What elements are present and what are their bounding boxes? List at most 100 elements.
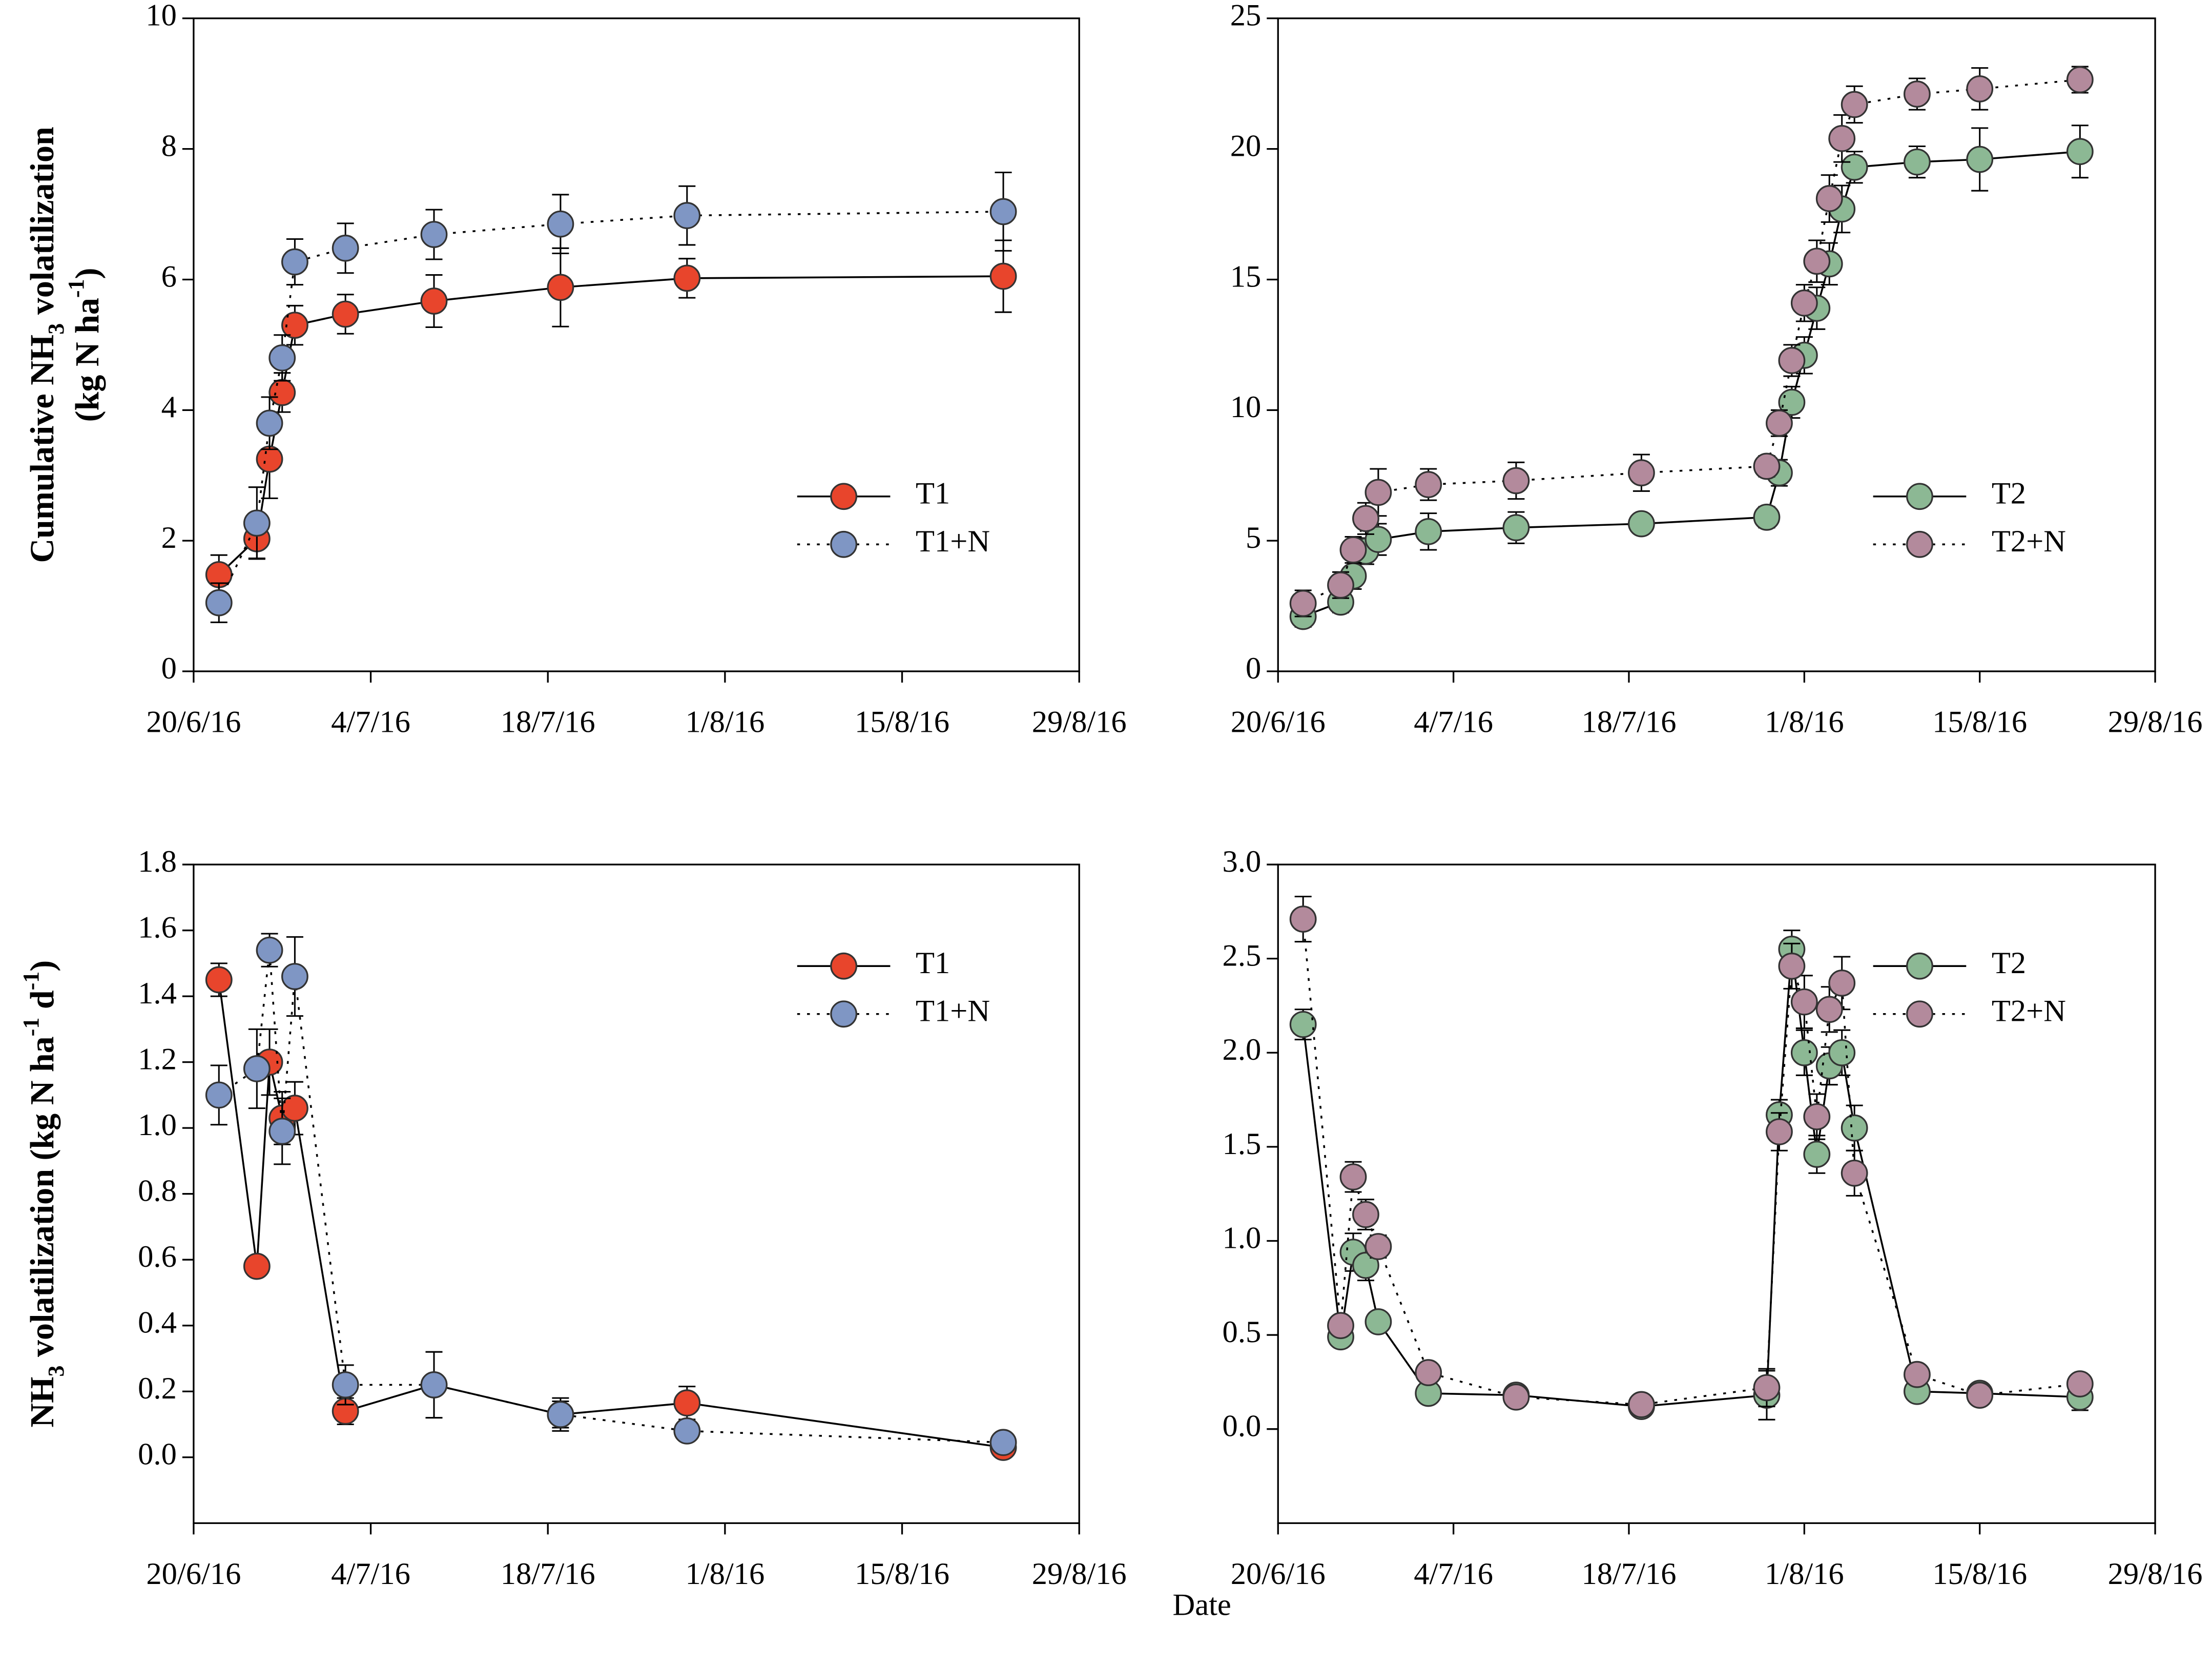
- data-point: [1841, 91, 1868, 118]
- x-tick-label: 4/7/16: [331, 705, 410, 739]
- x-tick-label: 15/8/16: [855, 1557, 949, 1591]
- data-point: [332, 300, 359, 328]
- legend-label: T2+N: [1992, 994, 2066, 1028]
- data-point: [1415, 471, 1442, 498]
- y-tick-label: 6: [161, 259, 177, 294]
- y-tick-label: 10: [146, 0, 177, 33]
- data-point: [2066, 138, 2094, 166]
- plot-frame: [1277, 863, 2156, 1524]
- data-point: [256, 445, 283, 473]
- x-tick-label: 20/6/16: [146, 1557, 241, 1591]
- data-point: [205, 966, 233, 994]
- legend-label: T1: [916, 946, 950, 980]
- x-tick-label: 1/8/16: [686, 705, 765, 739]
- y-tick-label: 10: [1230, 390, 1262, 424]
- y-tick-label: 2.5: [1223, 939, 1262, 973]
- y-tick-label: 0.8: [138, 1174, 177, 1208]
- y-tick-label: 1.5: [1223, 1127, 1262, 1161]
- data-point: [1790, 1039, 1818, 1066]
- y-tick-label: 1.0: [138, 1108, 177, 1142]
- y-axis-label-part: -1: [18, 972, 44, 991]
- y-tick-label: 25: [1230, 0, 1262, 33]
- y-axis-label-part: (kg N ha: [69, 298, 106, 422]
- data-point: [1753, 452, 1781, 480]
- data-point: [1828, 125, 1856, 152]
- data-point: [420, 287, 448, 315]
- y-axis-label-part: ): [69, 267, 106, 279]
- data-point: [1815, 996, 1843, 1023]
- legend-label: T2: [1992, 477, 2026, 511]
- data-point: [1966, 146, 1994, 173]
- data-point: [1803, 248, 1831, 275]
- data-point: [420, 221, 448, 248]
- data-point: [268, 1118, 296, 1145]
- y-tick-label: 0.2: [138, 1371, 177, 1406]
- x-tick-label: 1/8/16: [1765, 705, 1844, 739]
- data-point: [1289, 590, 1317, 617]
- data-point: [1841, 153, 1868, 181]
- data-point: [1415, 1359, 1442, 1386]
- y-axis-label-part: -1: [64, 279, 89, 298]
- x-tick-label: 1/8/16: [686, 1557, 765, 1591]
- series-line: [218, 979, 1004, 1449]
- data-point: [281, 248, 308, 276]
- data-point: [2066, 1370, 2094, 1397]
- data-point: [1365, 526, 1392, 553]
- x-tick-label: 4/7/16: [331, 1557, 410, 1591]
- data-point: [1790, 289, 1818, 317]
- data-point: [243, 1252, 271, 1280]
- data-point: [420, 1371, 448, 1398]
- data-point: [1365, 479, 1392, 506]
- series-line: [1303, 150, 2080, 618]
- data-point: [281, 1095, 308, 1122]
- data-point: [1904, 80, 1931, 108]
- x-axis-label: Date: [1173, 1588, 1231, 1622]
- y-axis-label: NH3 volatilization (kg N ha-1 d-1): [18, 960, 69, 1428]
- data-point: [332, 1371, 359, 1398]
- x-tick-label: 29/8/16: [2108, 705, 2203, 739]
- y-axis-label: (kg N ha-1): [64, 267, 107, 422]
- y-tick-label: 1.2: [138, 1042, 177, 1077]
- y-tick-label: 0.4: [138, 1306, 177, 1340]
- data-point: [1778, 347, 1806, 374]
- legend-marker: [1906, 530, 1933, 558]
- series-line: [1302, 949, 2080, 1408]
- data-point: [1327, 1312, 1354, 1340]
- x-tick-label: 18/7/16: [1582, 1557, 1677, 1591]
- y-axis-label-part: NH: [24, 1377, 61, 1428]
- data-point: [2066, 66, 2094, 93]
- y-tick-label: 0.0: [138, 1437, 177, 1472]
- data-point: [1502, 514, 1530, 542]
- data-point: [1966, 75, 1994, 102]
- x-tick-label: 18/7/16: [501, 705, 595, 739]
- data-point: [673, 1389, 701, 1417]
- data-point: [1327, 571, 1354, 599]
- legend-marker: [830, 483, 858, 510]
- data-point: [1339, 536, 1367, 564]
- series-line: [1302, 919, 2080, 1406]
- data-point: [1904, 1361, 1931, 1388]
- data-point: [1502, 1383, 1530, 1411]
- data-point: [205, 589, 233, 616]
- legend-marker: [1906, 952, 1933, 980]
- data-point: [243, 509, 271, 537]
- data-point: [673, 264, 701, 292]
- x-tick-label: 18/7/16: [501, 1557, 595, 1591]
- y-axis-label: Cumulative NH3 volatilization: [24, 127, 68, 563]
- data-point: [1352, 1201, 1379, 1228]
- x-tick-label: 29/8/16: [1032, 705, 1127, 739]
- data-point: [268, 379, 296, 406]
- data-point: [989, 1429, 1017, 1456]
- x-tick-label: 20/6/16: [1231, 705, 1326, 739]
- data-point: [1753, 503, 1781, 531]
- y-axis-label-part: volatilization: [24, 127, 61, 323]
- data-point: [547, 274, 574, 301]
- y-axis-label-part: 3: [44, 323, 69, 335]
- data-point: [243, 1055, 271, 1082]
- y-tick-label: 5: [1246, 521, 1261, 555]
- y-tick-label: 1.0: [1223, 1221, 1262, 1255]
- legend-label: T1+N: [916, 994, 990, 1028]
- x-tick-label: 29/8/16: [1032, 1557, 1127, 1591]
- data-point: [1841, 1159, 1868, 1187]
